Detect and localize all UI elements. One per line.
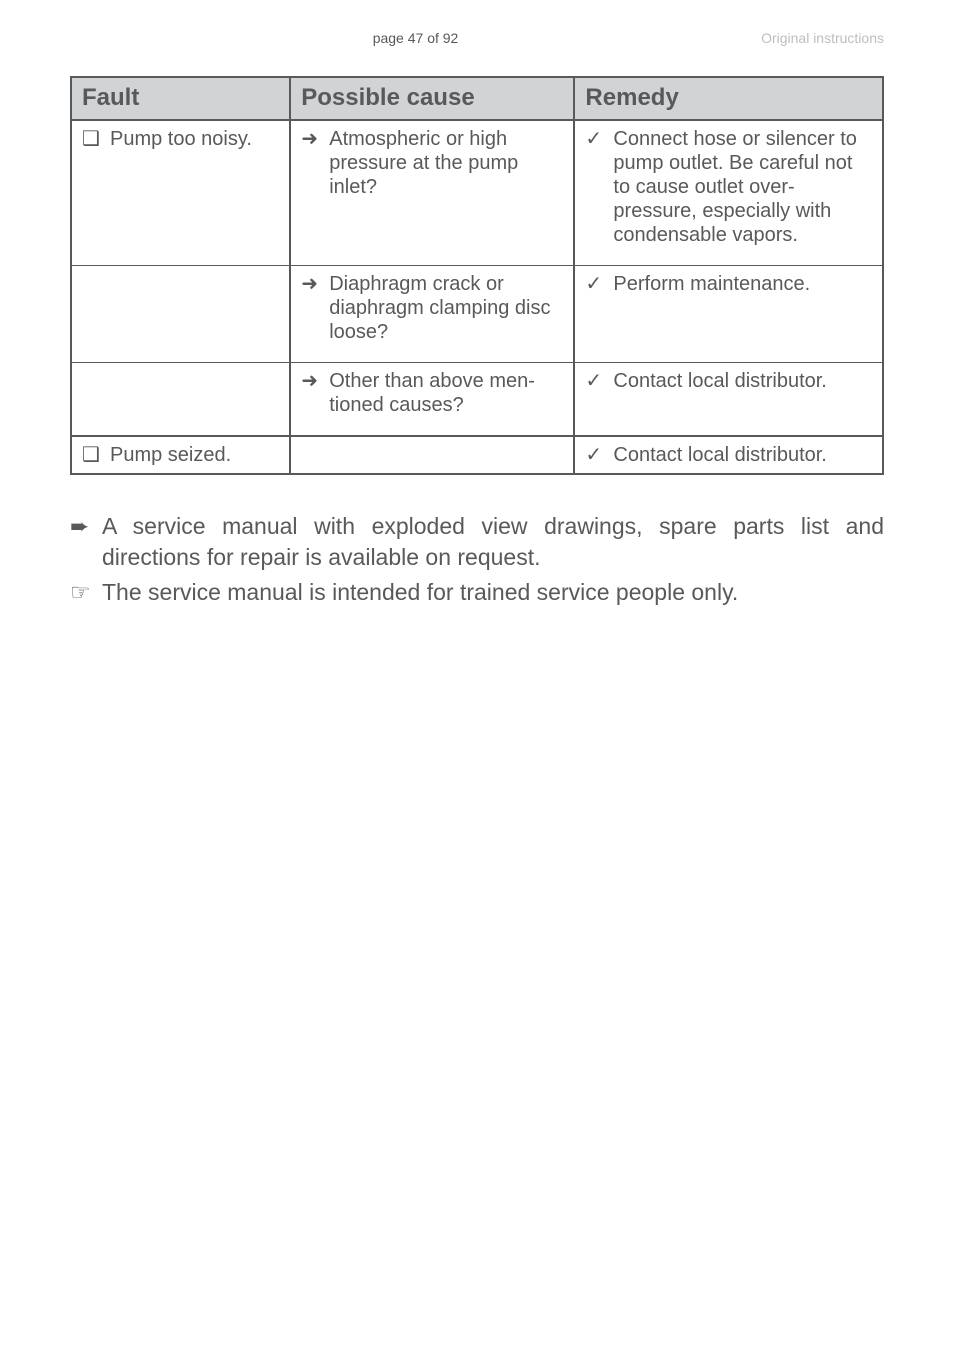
table-row: ➜ Other than above men-tioned causes? ✓ … <box>71 362 883 423</box>
fault-table: Fault Possible cause Remedy ❑ Pump too n… <box>70 76 884 475</box>
square-icon: ❑ <box>82 127 102 151</box>
col-header-fault: Fault <box>71 77 290 120</box>
note-text: The service manual is intended for train… <box>102 577 884 608</box>
table-row: ❑ Pump too noisy. ➜ Atmospheric or high … <box>71 120 883 253</box>
check-icon: ✓ <box>585 443 605 467</box>
fault-text: Pump too noisy. <box>110 127 279 151</box>
remedy-text: Contact local distributor. <box>613 369 872 393</box>
page-header: page 47 of 92 Original instructions <box>0 0 954 46</box>
cause-text: Atmospheric or high pressure at the pump… <box>329 127 563 199</box>
arrow-icon: ➜ <box>301 369 321 393</box>
page-number: page 47 of 92 <box>70 30 761 46</box>
arrow-icon: ➜ <box>301 127 321 151</box>
cause-text: Other than above men-tioned causes? <box>329 369 563 417</box>
check-icon: ✓ <box>585 272 605 296</box>
table-row: ❑ Pump seized. ✓ Contact local distribut… <box>71 436 883 474</box>
footer-notes: ➨ A service manual with exploded view dr… <box>70 511 884 608</box>
remedy-text: Contact local distributor. <box>613 443 872 467</box>
remedy-text: Connect hose or silencer to pump outlet.… <box>613 127 872 247</box>
note-item: ☞ The service manual is intended for tra… <box>70 577 884 608</box>
arrow-bold-icon: ➨ <box>70 511 96 542</box>
remedy-text: Perform maintenance. <box>613 272 872 296</box>
col-header-cause: Possible cause <box>290 77 574 120</box>
check-icon: ✓ <box>585 127 605 151</box>
cause-text: Diaphragm crack or diaphragm clamping di… <box>329 272 563 344</box>
note-item: ➨ A service manual with exploded view dr… <box>70 511 884 573</box>
check-icon: ✓ <box>585 369 605 393</box>
page-content: Fault Possible cause Remedy ❑ Pump too n… <box>0 46 954 608</box>
table-header-row: Fault Possible cause Remedy <box>71 77 883 120</box>
note-text: A service manual with exploded view draw… <box>102 511 884 573</box>
table-row: ➜ Diaphragm crack or diaphragm clamping … <box>71 265 883 350</box>
pointing-hand-icon: ☞ <box>70 577 96 608</box>
col-header-remedy: Remedy <box>574 77 883 120</box>
header-right-label: Original instructions <box>761 30 884 46</box>
fault-text: Pump seized. <box>110 443 279 467</box>
arrow-icon: ➜ <box>301 272 321 296</box>
square-icon: ❑ <box>82 443 102 467</box>
